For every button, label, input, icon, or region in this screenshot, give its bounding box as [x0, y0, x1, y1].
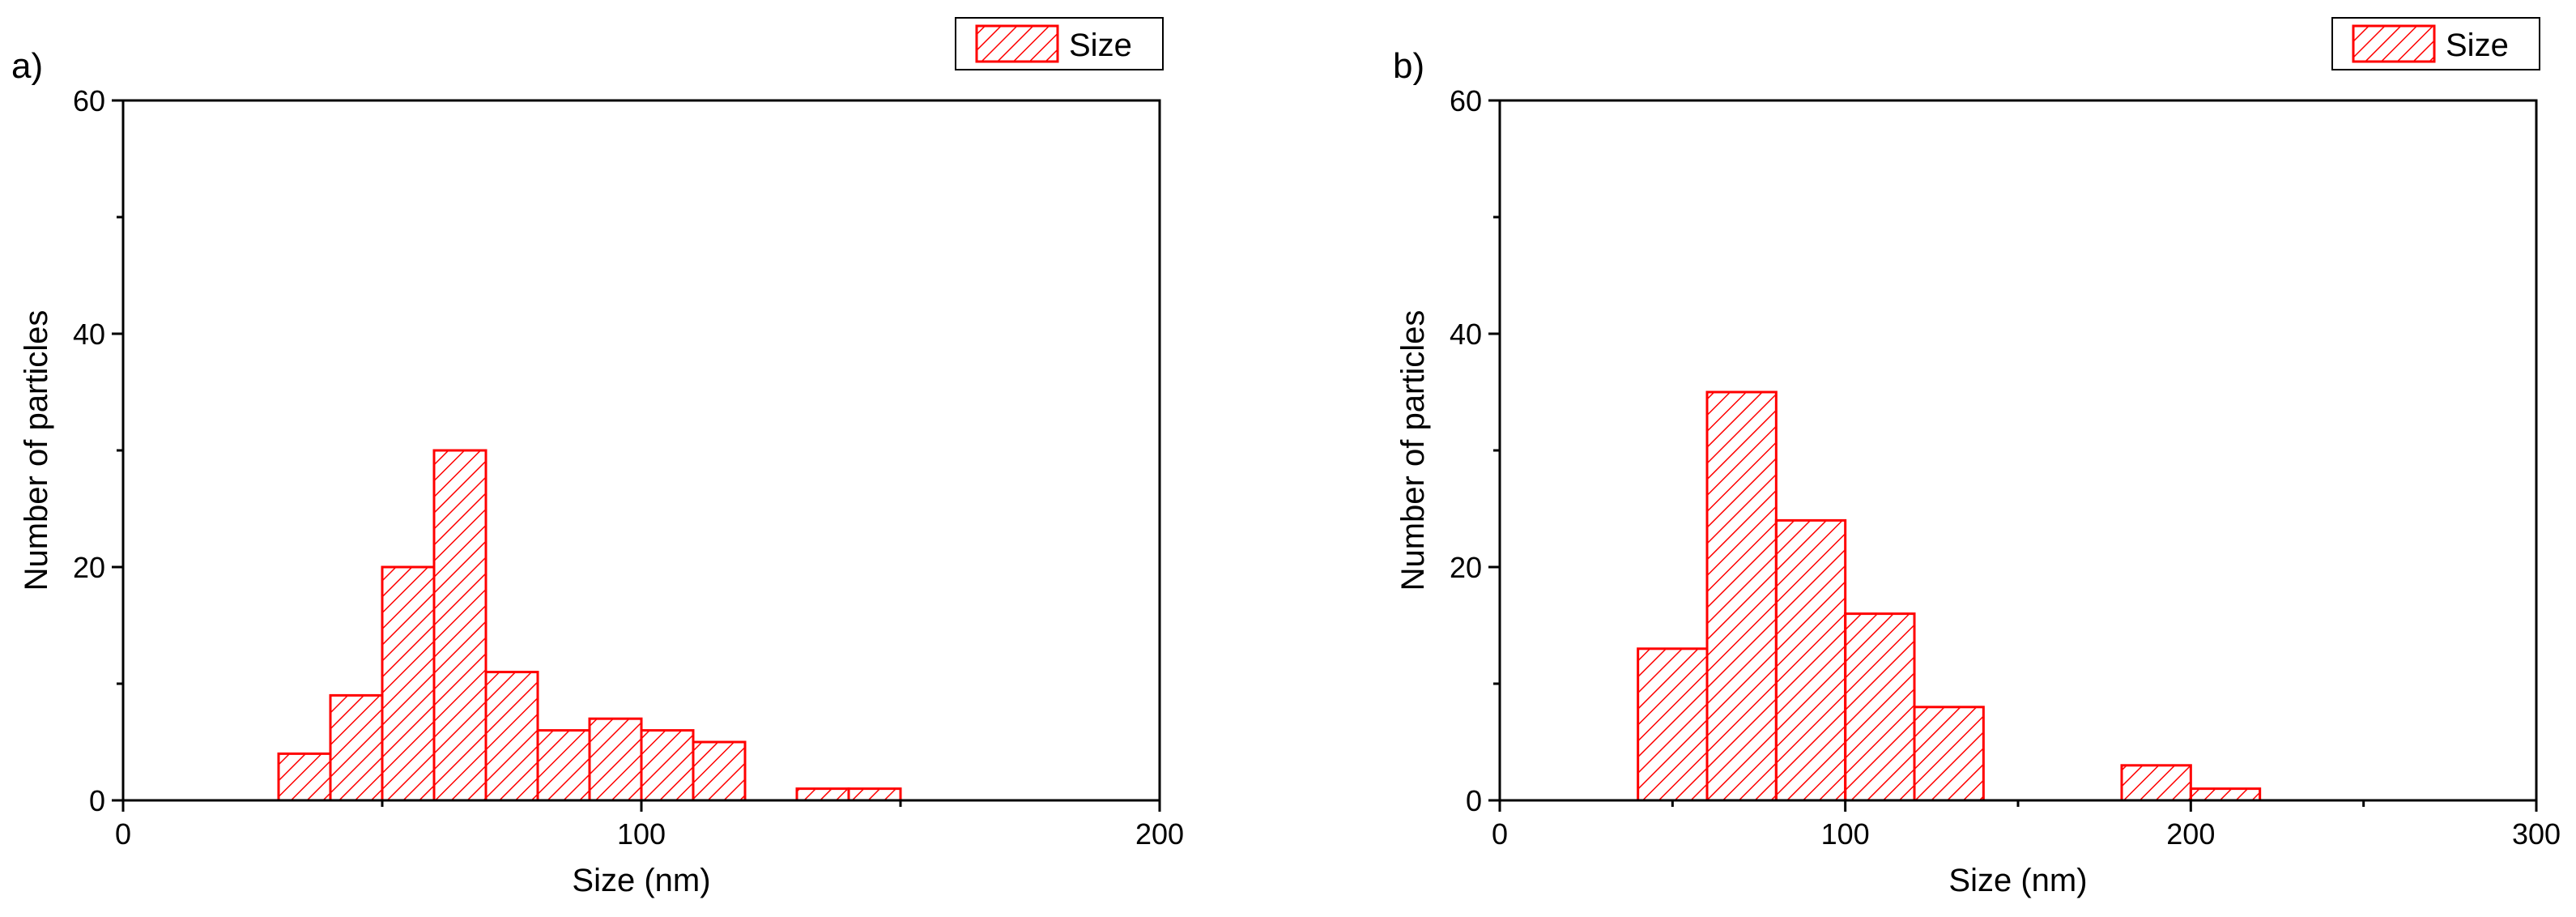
histogram-bar — [1913, 706, 1985, 802]
histogram-bar — [795, 787, 850, 802]
x-tick-label: 200 — [1135, 817, 1184, 851]
histogram-bar — [277, 752, 332, 802]
y-tick-label: 40 — [1450, 318, 1482, 351]
x-axis-label-b: Size (nm) — [1948, 863, 2087, 898]
histogram-bar — [536, 729, 591, 802]
legend-swatch-a — [975, 24, 1059, 63]
histogram-bar — [1705, 390, 1778, 802]
legend-label-b: Size — [2446, 28, 2509, 63]
x-tick-label: 100 — [617, 817, 666, 851]
bars-group-a — [277, 449, 902, 802]
legend-swatch-b — [2352, 24, 2436, 63]
x-tick-label: 0 — [115, 817, 131, 851]
histogram-bar — [329, 693, 384, 802]
legend-b: Size — [2331, 17, 2540, 70]
histogram-bar — [640, 729, 695, 802]
panel-label-b: b) — [1393, 46, 1424, 86]
y-tick-label: 20 — [73, 551, 105, 584]
histogram-a-svg: a) 0 100 200 0 20 40 60 Size (nm) Number of pa… — [11, 17, 1184, 898]
y-tick-label: 0 — [1466, 784, 1482, 817]
histogram-bar — [692, 740, 747, 802]
plot-frame-b — [1498, 99, 2538, 802]
ticks-group-a: 0 100 200 0 20 40 60 — [73, 84, 1184, 851]
histogram-bar — [2189, 787, 2262, 802]
histogram-bar — [432, 449, 488, 802]
x-axis-label-a: Size (nm) — [572, 863, 710, 898]
histogram-bar — [1844, 612, 1916, 802]
histogram-bar — [2120, 764, 2192, 802]
histogram-bar — [484, 671, 539, 802]
x-tick-label: 200 — [2166, 817, 2215, 851]
y-tick-label: 0 — [89, 784, 105, 817]
ticks-group-b: 0 100 200 300 0 20 40 60 — [1450, 84, 2561, 851]
legend-a: Size — [955, 17, 1164, 70]
legend-label-a: Size — [1069, 28, 1132, 63]
y-axis-label-b: Number of particles — [1395, 310, 1431, 591]
histogram-b-svg: b) 0 100 200 300 0 20 40 60 Size (nm) Number of… — [1393, 17, 2561, 898]
x-tick-label: 0 — [1492, 817, 1508, 851]
histogram-bar — [381, 565, 436, 802]
histogram-bar — [847, 787, 902, 802]
histogram-bar — [1774, 518, 1847, 802]
x-tick-label: 300 — [2512, 817, 2561, 851]
y-tick-label: 60 — [73, 84, 105, 117]
panel-label-a: a) — [11, 46, 43, 86]
y-tick-label: 60 — [1450, 84, 1482, 117]
y-tick-label: 20 — [1450, 551, 1482, 584]
histogram-bar — [588, 717, 643, 802]
bars-group-b — [1637, 390, 2262, 802]
histogram-bar — [1637, 647, 1709, 802]
plot-frame-a — [121, 99, 1161, 802]
y-axis-label-a: Number of particles — [19, 310, 54, 591]
histogram-panel-a: a) 0 100 200 0 20 40 60 Size (nm) Number of pa… — [11, 17, 1184, 898]
histogram-panel-b: b) 0 100 200 300 0 20 40 60 Size (nm) Number of… — [1288, 0, 2576, 917]
x-tick-label: 100 — [1821, 817, 1870, 851]
y-tick-label: 40 — [73, 318, 105, 351]
